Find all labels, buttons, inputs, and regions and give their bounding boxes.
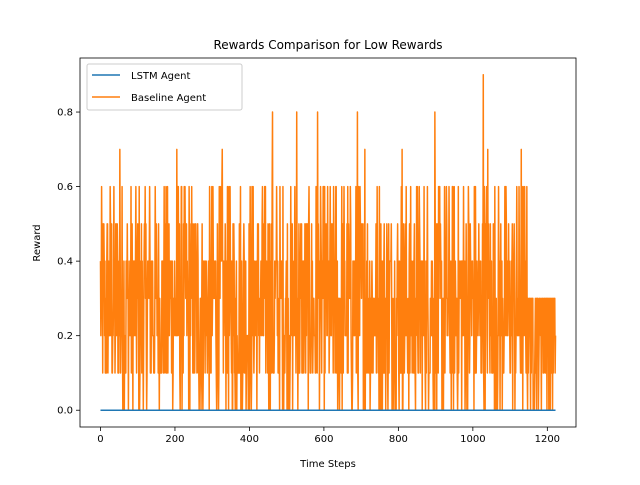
x-tick-label: 200 xyxy=(165,434,184,445)
y-tick-label: 0.6 xyxy=(57,182,73,193)
x-axis: 0 200 400 600 800 1000 1200 xyxy=(97,427,560,445)
x-tick-label: 1200 xyxy=(535,434,560,445)
plot-frame xyxy=(79,57,577,428)
legend-label-lstm-agent: LSTM Agent xyxy=(131,71,191,82)
x-tick-label: 1000 xyxy=(460,434,485,445)
y-axis-label: Reward xyxy=(32,224,43,261)
legend-box xyxy=(86,63,243,111)
y-tick-label: 0.4 xyxy=(57,257,73,268)
y-tick-label: 0.8 xyxy=(57,108,73,119)
legend-label-baseline-agent: Baseline Agent xyxy=(131,93,206,104)
series-line-baseline-agent xyxy=(99,74,557,411)
chart-title: Rewards Comparison for Low Rewards xyxy=(213,38,442,52)
x-tick-label: 800 xyxy=(389,434,408,445)
legend: LSTM Agent Baseline Agent xyxy=(86,63,243,111)
y-axis: 0.0 0.2 0.4 0.6 0.8 xyxy=(57,108,80,417)
x-tick-label: 600 xyxy=(314,434,333,445)
x-tick-label: 400 xyxy=(240,434,259,445)
y-tick-label: 0.2 xyxy=(57,331,73,342)
series-lines xyxy=(99,74,557,411)
x-axis-label: Time Steps xyxy=(299,459,356,470)
y-tick-label: 0.0 xyxy=(57,406,73,417)
plot-area: 0 200 400 600 800 1000 1200 0.0 0.2 0.4 0.6 0.8 xyxy=(57,57,577,445)
x-tick-label: 0 xyxy=(97,434,103,445)
